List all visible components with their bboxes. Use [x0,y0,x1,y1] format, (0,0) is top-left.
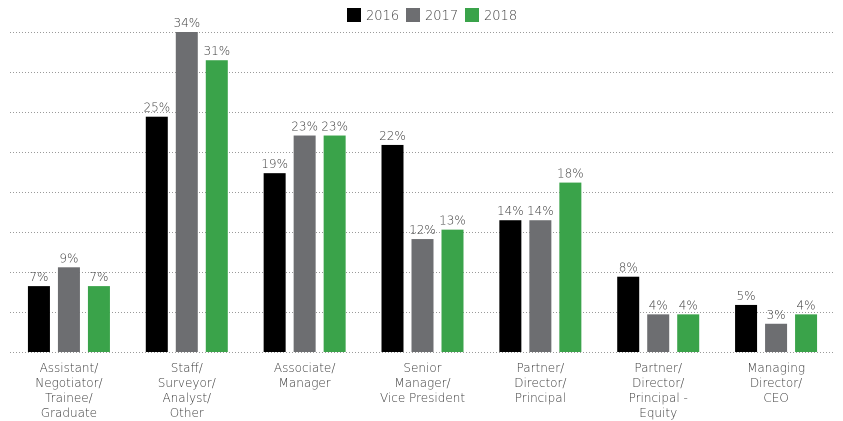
bar [441,229,464,352]
value-label: 12% [409,223,436,237]
legend-swatch [465,8,479,22]
value-label: 14% [497,204,524,218]
value-label: 25% [143,101,170,115]
value-label: 34% [173,16,200,30]
bar [765,323,788,352]
x-tick-label: Staff/Surveyor/Analyst/Other [158,361,216,420]
value-label: 7% [29,270,48,284]
value-label: 13% [439,214,466,228]
bar [529,220,552,352]
value-label: 19% [261,157,288,171]
x-tick-label: Partner/Director/Principal -Equity [629,361,688,420]
legend-label: 2016 [366,9,399,24]
x-tick-label: Partner/Director/Principal [514,361,566,405]
bar [411,239,434,352]
value-label: 4% [679,298,698,312]
bar [617,276,640,352]
bar [27,286,50,352]
bar [677,314,700,352]
value-label: 5% [737,289,756,303]
value-label: 4% [797,298,816,312]
value-label: 14% [527,204,554,218]
value-label: 18% [557,167,584,181]
bar [795,314,818,352]
bar [735,304,758,352]
bar [559,182,582,352]
value-label: 9% [59,251,78,265]
value-label: 4% [649,298,668,312]
value-label: 23% [291,120,318,134]
x-tick-label: Senior Manager/Vice President [380,361,465,405]
bar [87,286,110,352]
bar [647,314,670,352]
bar [263,173,286,352]
bar [323,135,346,352]
legend-swatch [347,8,361,22]
bar [499,220,522,352]
legend-label: 2017 [425,9,458,24]
value-label: 31% [203,44,230,58]
legend-swatch [406,8,420,22]
value-label: 7% [89,270,108,284]
value-label: 22% [379,129,406,143]
bar [205,60,228,353]
bar [145,116,168,353]
value-label: 23% [321,120,348,134]
value-label: 3% [767,308,786,322]
bar [175,32,198,352]
bar [293,135,316,352]
bar [381,144,404,352]
x-tick-label: Associate/Manager [274,361,335,390]
value-label: 8% [619,261,638,275]
legend-label: 2018 [484,9,517,24]
x-tick-label: Assistant/Negotiator/Trainee/Graduate [35,361,102,420]
bar [57,267,80,352]
x-tick-label: Managing Director/CEO [747,361,805,405]
